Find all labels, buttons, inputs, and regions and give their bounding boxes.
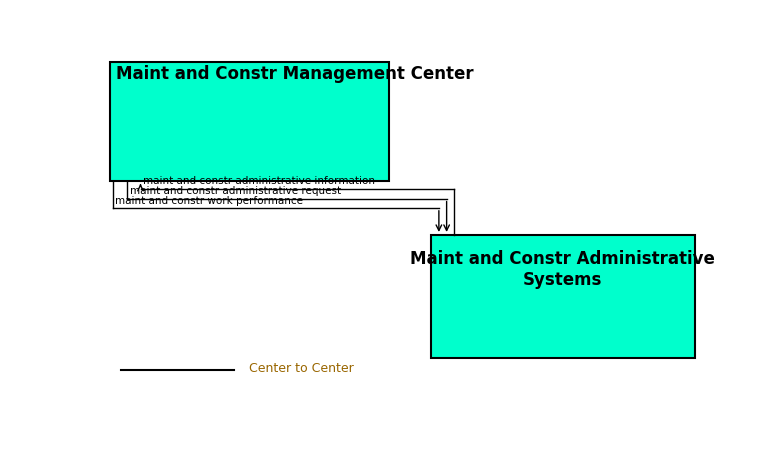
- Text: maint and constr administrative information: maint and constr administrative informat…: [143, 176, 375, 186]
- Text: Maint and Constr Management Center: Maint and Constr Management Center: [116, 65, 473, 83]
- Text: maint and constr work performance: maint and constr work performance: [115, 196, 303, 206]
- Text: Maint and Constr Administrative
Systems: Maint and Constr Administrative Systems: [410, 250, 716, 289]
- Bar: [110, 62, 388, 181]
- Bar: [431, 235, 695, 358]
- Text: maint and constr administrative request: maint and constr administrative request: [131, 186, 341, 196]
- Text: Center to Center: Center to Center: [249, 361, 354, 374]
